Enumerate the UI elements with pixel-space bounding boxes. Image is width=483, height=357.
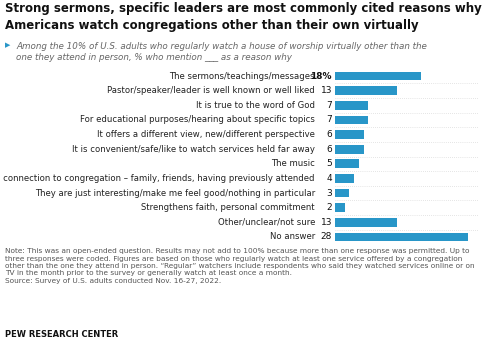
Text: 5: 5: [326, 159, 332, 168]
Text: ▶: ▶: [5, 42, 10, 48]
Text: Strong sermons, specific leaders are most commonly cited reasons why
Americans w: Strong sermons, specific leaders are mos…: [5, 2, 482, 31]
Bar: [335, 218, 397, 227]
Text: Pastor/speaker/leader is well known or well liked: Pastor/speaker/leader is well known or w…: [107, 86, 315, 95]
Text: Personal connection to congregation – family, friends, having previously attende: Personal connection to congregation – fa…: [0, 174, 315, 183]
Text: PEW RESEARCH CENTER: PEW RESEARCH CENTER: [5, 330, 118, 339]
Bar: [335, 86, 397, 95]
Text: The sermons/teachings/messages: The sermons/teachings/messages: [170, 71, 315, 81]
Text: Among the 10% of U.S. adults who regularly watch a house of worship virtually ot: Among the 10% of U.S. adults who regular…: [16, 42, 427, 62]
Bar: [335, 116, 369, 124]
Bar: [335, 189, 349, 197]
Bar: [335, 145, 364, 154]
Text: No answer: No answer: [270, 232, 315, 241]
Text: 6: 6: [326, 145, 332, 154]
Text: 28: 28: [321, 232, 332, 241]
Text: It is convenient/safe/like to watch services held far away: It is convenient/safe/like to watch serv…: [72, 145, 315, 154]
Text: Note: This was an open-ended question. Results may not add to 100% because more : Note: This was an open-ended question. R…: [5, 248, 475, 284]
Text: It offers a different view, new/different perspective: It offers a different view, new/differen…: [97, 130, 315, 139]
Text: 13: 13: [321, 218, 332, 227]
Bar: [335, 101, 369, 110]
Bar: [335, 232, 469, 241]
Bar: [335, 130, 364, 139]
Bar: [335, 160, 359, 168]
Bar: [335, 174, 354, 183]
Text: 7: 7: [326, 115, 332, 125]
Text: Strengthens faith, personal commitment: Strengthens faith, personal commitment: [142, 203, 315, 212]
Text: 4: 4: [327, 174, 332, 183]
Bar: [335, 203, 344, 212]
Text: 13: 13: [321, 86, 332, 95]
Text: 18%: 18%: [311, 71, 332, 81]
Text: 3: 3: [326, 188, 332, 197]
Text: 2: 2: [327, 203, 332, 212]
Text: 6: 6: [326, 130, 332, 139]
Text: 7: 7: [326, 101, 332, 110]
Text: They are just interesting/make me feel good/nothing in particular: They are just interesting/make me feel g…: [35, 188, 315, 197]
Text: For educational purposes/hearing about specific topics: For educational purposes/hearing about s…: [80, 115, 315, 125]
Text: It is true to the word of God: It is true to the word of God: [196, 101, 315, 110]
Text: Other/unclear/not sure: Other/unclear/not sure: [218, 218, 315, 227]
Bar: [335, 72, 421, 80]
Text: The music: The music: [271, 159, 315, 168]
